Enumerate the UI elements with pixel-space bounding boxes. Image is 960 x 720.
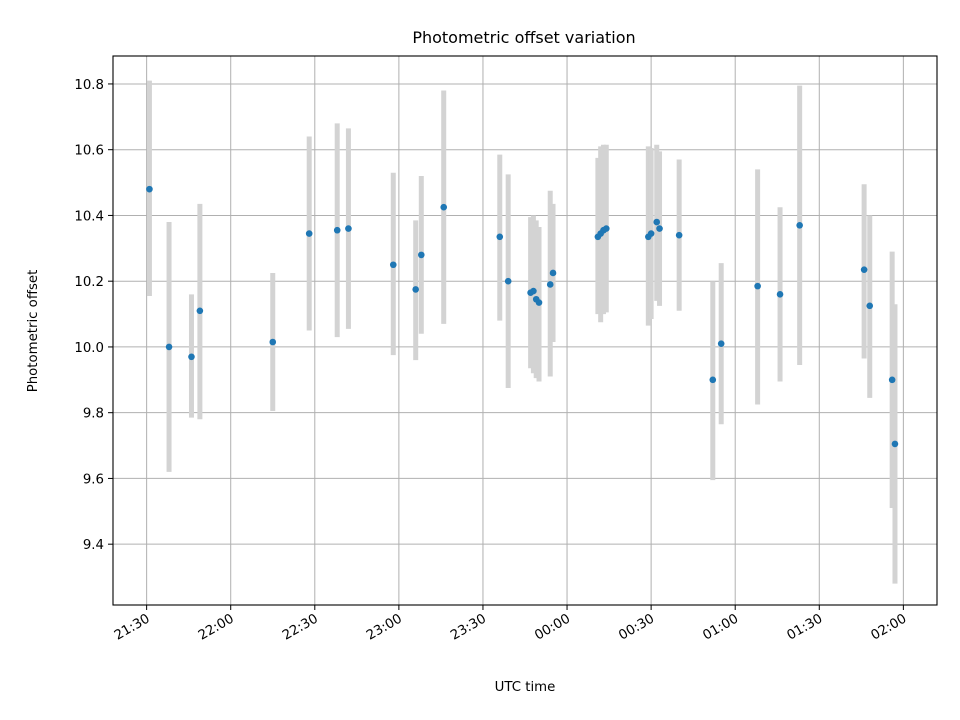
data-point <box>165 343 173 351</box>
data-point <box>535 299 543 306</box>
chart-title: Photometric offset variation <box>412 28 635 47</box>
y-axis-label: Photometric offset <box>26 270 41 393</box>
y-tick-label: 9.8 <box>83 407 104 422</box>
y-axis-ticks: 9.4 9.6 9.8 10.0 10.2 10.4 10.6 10.8 <box>74 78 113 553</box>
data-point <box>675 231 683 239</box>
y-tick-label: 10.6 <box>74 144 104 159</box>
data-point <box>891 440 899 448</box>
data-point <box>776 291 784 298</box>
data-point <box>269 338 277 346</box>
data-point <box>653 218 661 226</box>
data-point <box>549 269 557 277</box>
data-point <box>709 376 717 384</box>
data-point <box>866 302 874 310</box>
data-point <box>647 230 655 237</box>
y-tick-label: 10.4 <box>74 209 104 224</box>
data-point <box>440 203 448 211</box>
data-point <box>796 222 803 229</box>
y-tick-label: 10.2 <box>74 275 104 290</box>
y-tick-label: 9.6 <box>83 472 104 487</box>
data-point <box>146 185 153 193</box>
data-point <box>754 282 761 290</box>
grid <box>113 56 937 605</box>
y-tick-label: 10.8 <box>74 78 104 93</box>
plot-frame <box>112 55 938 606</box>
data-point <box>546 281 554 288</box>
data-point <box>888 376 896 384</box>
data-point <box>417 251 425 259</box>
y-tick-label: 9.4 <box>83 538 104 553</box>
data-point <box>188 353 195 361</box>
data-point <box>496 233 504 241</box>
data-point <box>305 230 313 237</box>
data-point <box>717 340 725 347</box>
data-point <box>656 225 663 232</box>
data-point <box>602 225 610 232</box>
data-point <box>860 266 868 273</box>
data-point <box>530 287 537 295</box>
data-point <box>345 225 352 232</box>
data-point <box>412 286 419 293</box>
data-point <box>389 261 397 269</box>
data-point <box>333 226 341 234</box>
x-axis-label: UTC time <box>495 680 556 695</box>
data-markers <box>146 185 899 448</box>
y-tick-label: 10.0 <box>74 341 104 356</box>
data-point <box>196 307 204 315</box>
data-point <box>504 277 512 285</box>
